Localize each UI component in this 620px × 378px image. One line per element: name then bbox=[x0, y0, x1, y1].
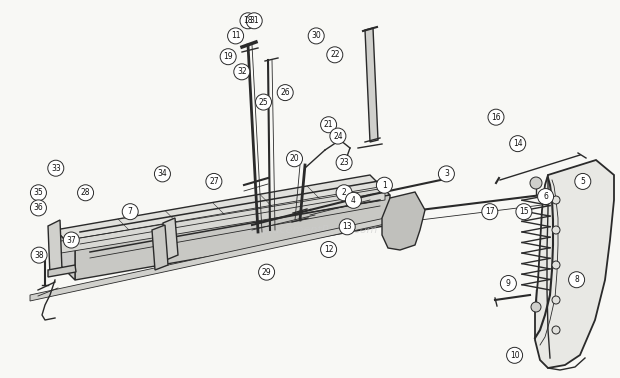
Text: 10: 10 bbox=[510, 351, 520, 360]
Polygon shape bbox=[55, 188, 385, 254]
Circle shape bbox=[286, 151, 303, 167]
Text: 24: 24 bbox=[333, 132, 343, 141]
Text: 8: 8 bbox=[574, 275, 579, 284]
Polygon shape bbox=[75, 195, 390, 280]
Circle shape bbox=[63, 232, 79, 248]
Text: 34: 34 bbox=[157, 169, 167, 178]
Text: 25: 25 bbox=[259, 98, 268, 107]
Circle shape bbox=[336, 155, 352, 170]
Circle shape bbox=[345, 192, 361, 208]
Text: 27: 27 bbox=[209, 177, 219, 186]
Text: 23: 23 bbox=[339, 158, 349, 167]
Text: 4: 4 bbox=[351, 196, 356, 205]
Polygon shape bbox=[163, 218, 178, 260]
Circle shape bbox=[48, 160, 64, 176]
Text: 9: 9 bbox=[506, 279, 511, 288]
Circle shape bbox=[575, 174, 591, 189]
Circle shape bbox=[552, 226, 560, 234]
Polygon shape bbox=[382, 192, 425, 250]
Text: 18: 18 bbox=[243, 16, 253, 25]
Text: 38: 38 bbox=[34, 251, 44, 260]
Polygon shape bbox=[55, 175, 390, 250]
Text: 6: 6 bbox=[543, 192, 548, 201]
Text: 35: 35 bbox=[33, 188, 43, 197]
Circle shape bbox=[78, 185, 94, 201]
Circle shape bbox=[531, 302, 541, 312]
Text: 1: 1 bbox=[382, 181, 387, 190]
Text: 2: 2 bbox=[342, 188, 347, 197]
Circle shape bbox=[246, 13, 262, 29]
Circle shape bbox=[122, 204, 138, 220]
Circle shape bbox=[482, 204, 498, 220]
Text: 33: 33 bbox=[51, 164, 61, 173]
Circle shape bbox=[516, 204, 532, 220]
Circle shape bbox=[277, 85, 293, 101]
Text: 19: 19 bbox=[223, 52, 233, 61]
Circle shape bbox=[321, 242, 337, 257]
Circle shape bbox=[552, 326, 560, 334]
Text: 20: 20 bbox=[290, 154, 299, 163]
Circle shape bbox=[154, 166, 170, 182]
Text: 13: 13 bbox=[342, 222, 352, 231]
Circle shape bbox=[510, 136, 526, 152]
Text: 14: 14 bbox=[513, 139, 523, 148]
Text: 36: 36 bbox=[33, 203, 43, 212]
Polygon shape bbox=[30, 218, 385, 301]
Circle shape bbox=[321, 117, 337, 133]
Text: 12: 12 bbox=[324, 245, 334, 254]
Text: 17: 17 bbox=[485, 207, 495, 216]
Text: 11: 11 bbox=[231, 31, 241, 40]
Circle shape bbox=[327, 47, 343, 63]
Circle shape bbox=[30, 185, 46, 201]
Text: 7: 7 bbox=[128, 207, 133, 216]
Polygon shape bbox=[48, 220, 62, 276]
Circle shape bbox=[552, 296, 560, 304]
Circle shape bbox=[569, 272, 585, 288]
Circle shape bbox=[488, 109, 504, 125]
Text: 21: 21 bbox=[324, 120, 334, 129]
Circle shape bbox=[438, 166, 454, 182]
Circle shape bbox=[500, 276, 516, 291]
Circle shape bbox=[308, 28, 324, 44]
Text: 29: 29 bbox=[262, 268, 272, 277]
Circle shape bbox=[538, 189, 554, 204]
Text: 26: 26 bbox=[280, 88, 290, 97]
Text: 5: 5 bbox=[580, 177, 585, 186]
Circle shape bbox=[31, 247, 47, 263]
Circle shape bbox=[339, 219, 355, 235]
Text: 15: 15 bbox=[519, 207, 529, 216]
Circle shape bbox=[259, 264, 275, 280]
Circle shape bbox=[30, 200, 46, 216]
Circle shape bbox=[220, 49, 236, 65]
Polygon shape bbox=[535, 160, 614, 368]
Polygon shape bbox=[48, 265, 76, 277]
Text: 32: 32 bbox=[237, 67, 247, 76]
Circle shape bbox=[336, 185, 352, 201]
Circle shape bbox=[376, 177, 392, 193]
Circle shape bbox=[206, 174, 222, 189]
Circle shape bbox=[552, 261, 560, 269]
Text: 3: 3 bbox=[444, 169, 449, 178]
Text: 37: 37 bbox=[66, 235, 76, 245]
Circle shape bbox=[530, 177, 542, 189]
Text: 31: 31 bbox=[249, 16, 259, 25]
Text: 30: 30 bbox=[311, 31, 321, 40]
Circle shape bbox=[234, 64, 250, 80]
Polygon shape bbox=[365, 28, 378, 142]
Circle shape bbox=[228, 28, 244, 44]
Polygon shape bbox=[152, 225, 168, 270]
Circle shape bbox=[507, 347, 523, 363]
Polygon shape bbox=[55, 230, 75, 280]
Circle shape bbox=[255, 94, 272, 110]
Circle shape bbox=[240, 13, 256, 29]
Circle shape bbox=[330, 128, 346, 144]
Text: 28: 28 bbox=[81, 188, 91, 197]
Circle shape bbox=[552, 196, 560, 204]
Text: 22: 22 bbox=[330, 50, 340, 59]
Text: 16: 16 bbox=[491, 113, 501, 122]
Text: eReplacementParts.com: eReplacementParts.com bbox=[242, 225, 378, 235]
